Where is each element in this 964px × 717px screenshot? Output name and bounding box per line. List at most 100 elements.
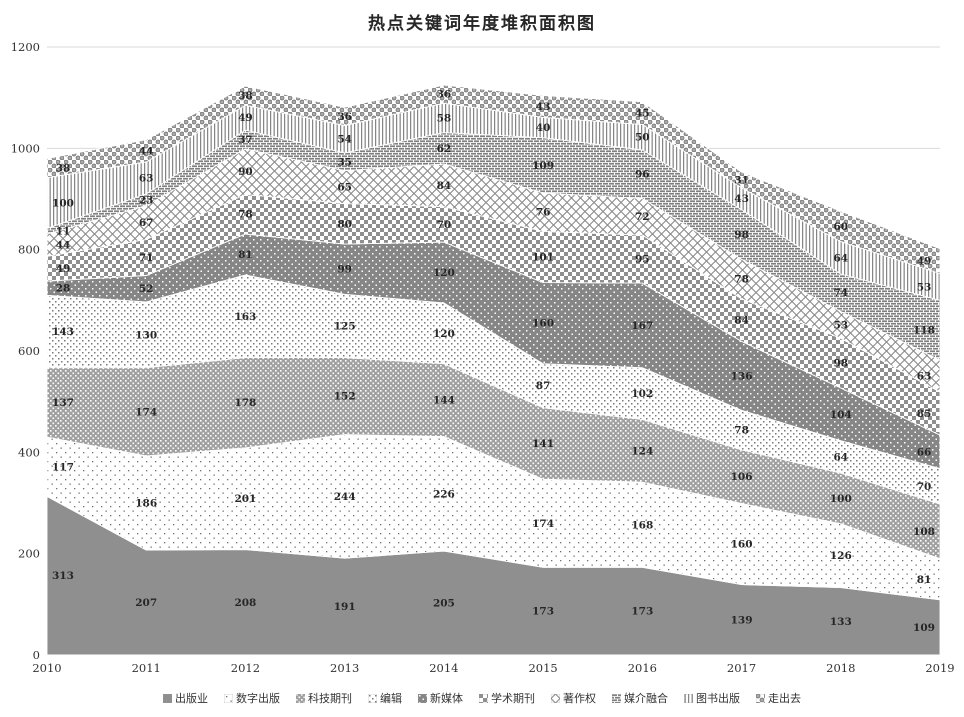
value-labels: 313 207 208 191 205 173 173 139 133 109 117 186 201 2… bbox=[52, 89, 935, 634]
value-label: 66 bbox=[917, 446, 932, 458]
value-label: 109 bbox=[913, 622, 935, 634]
value-label: 44 bbox=[139, 145, 154, 157]
value-label: 313 bbox=[52, 570, 74, 582]
legend-item-7: 媒介融合 bbox=[612, 690, 668, 706]
value-label: 49 bbox=[238, 112, 253, 124]
legend-swatch-icon bbox=[684, 693, 693, 703]
value-label: 28 bbox=[56, 283, 71, 295]
value-label: 64 bbox=[833, 252, 848, 264]
y-axis-tick-label: 200 bbox=[18, 547, 40, 561]
value-label: 67 bbox=[139, 217, 154, 229]
x-axis-tick-label: 2014 bbox=[429, 661, 458, 675]
value-label: 80 bbox=[337, 218, 352, 230]
legend-label: 编辑 bbox=[380, 692, 402, 705]
value-label: 244 bbox=[334, 491, 356, 503]
value-label: 133 bbox=[830, 616, 852, 628]
value-label: 100 bbox=[52, 198, 74, 210]
value-label: 100 bbox=[830, 493, 852, 505]
value-label: 43 bbox=[536, 101, 551, 113]
value-label: 78 bbox=[734, 274, 749, 286]
value-label: 109 bbox=[532, 160, 554, 172]
value-label: 85 bbox=[917, 408, 932, 420]
value-label: 124 bbox=[631, 445, 653, 457]
value-label: 63 bbox=[917, 371, 932, 383]
value-label: 70 bbox=[917, 481, 932, 493]
legend-swatch-icon bbox=[296, 693, 305, 703]
value-label: 62 bbox=[437, 143, 452, 155]
value-label: 208 bbox=[234, 597, 256, 609]
value-label: 54 bbox=[337, 134, 352, 146]
value-label: 58 bbox=[437, 112, 452, 124]
value-label: 108 bbox=[913, 526, 935, 538]
value-label: 201 bbox=[234, 493, 256, 505]
value-label: 72 bbox=[635, 211, 650, 223]
legend-item-0: 出版业 bbox=[163, 690, 208, 706]
value-label: 98 bbox=[833, 358, 848, 370]
value-label: 81 bbox=[917, 574, 932, 586]
value-label: 143 bbox=[52, 326, 74, 338]
value-label: 226 bbox=[433, 488, 455, 500]
legend-item-1: 数字出版 bbox=[224, 690, 280, 706]
legend-item-3: 编辑 bbox=[368, 690, 402, 706]
value-label: 38 bbox=[56, 163, 71, 175]
value-label: 74 bbox=[833, 287, 848, 299]
value-label: 96 bbox=[635, 169, 650, 181]
legend-item-5: 学术期刊 bbox=[479, 690, 535, 706]
value-label: 63 bbox=[139, 173, 154, 185]
value-label: 160 bbox=[532, 318, 554, 330]
legend-label: 新媒体 bbox=[430, 692, 463, 705]
value-label: 84 bbox=[437, 180, 452, 192]
legend-label: 走出去 bbox=[768, 692, 801, 705]
value-label: 120 bbox=[433, 267, 455, 279]
value-label: 65 bbox=[337, 182, 352, 194]
x-axis-tick-label: 2013 bbox=[330, 661, 359, 675]
series-area-9 bbox=[46, 84, 941, 275]
legend-label: 数字出版 bbox=[236, 692, 280, 705]
value-label: 81 bbox=[238, 249, 253, 261]
chart-title: 热点关键词年度堆积面积图 bbox=[368, 14, 596, 34]
value-label: 168 bbox=[631, 519, 653, 531]
legend-item-4: 新媒体 bbox=[418, 690, 463, 706]
axes: 0 200 400 600 800 1000 1200 2010 2011 2012 2013 201… bbox=[11, 40, 955, 675]
value-label: 90 bbox=[238, 166, 253, 178]
value-label: 137 bbox=[52, 397, 74, 409]
legend-label: 科技期刊 bbox=[308, 692, 352, 705]
value-label: 78 bbox=[238, 209, 253, 221]
value-label: 53 bbox=[833, 319, 848, 331]
value-label: 139 bbox=[731, 614, 753, 626]
value-label: 178 bbox=[234, 397, 256, 409]
value-label: 136 bbox=[731, 370, 753, 382]
value-label: 101 bbox=[532, 252, 554, 264]
value-label: 37 bbox=[238, 134, 253, 146]
value-label: 11 bbox=[56, 226, 71, 238]
value-label: 52 bbox=[139, 283, 154, 295]
x-axis-tick-label: 2015 bbox=[528, 661, 557, 675]
value-label: 125 bbox=[334, 320, 356, 332]
value-label: 174 bbox=[532, 518, 554, 530]
legend-item-2: 科技期刊 bbox=[296, 690, 352, 706]
value-label: 84 bbox=[734, 315, 749, 327]
legend-swatch-icon bbox=[612, 693, 621, 703]
value-label: 174 bbox=[135, 406, 157, 418]
value-label: 98 bbox=[734, 229, 749, 241]
chart-legend: 出版业 数字出版 科技期刊 编辑 新媒体 学术期刊 著作权 媒介融合 图书出版 走出去 bbox=[0, 690, 964, 706]
value-label: 71 bbox=[139, 252, 154, 264]
value-label: 117 bbox=[52, 461, 74, 473]
value-label: 49 bbox=[917, 256, 932, 268]
legend-item-8: 图书出版 bbox=[684, 690, 740, 706]
value-label: 126 bbox=[830, 550, 852, 562]
value-label: 104 bbox=[830, 409, 852, 421]
value-label: 141 bbox=[532, 438, 554, 450]
x-axis-tick-label: 2017 bbox=[727, 661, 756, 675]
legend-swatch-icon bbox=[756, 693, 765, 703]
y-axis-tick-label: 1200 bbox=[11, 40, 40, 54]
value-label: 207 bbox=[135, 597, 157, 609]
x-axis-tick-label: 2018 bbox=[826, 661, 855, 675]
value-label: 53 bbox=[917, 281, 932, 293]
value-label: 167 bbox=[631, 320, 653, 332]
legend-label: 出版业 bbox=[175, 692, 208, 705]
value-label: 186 bbox=[135, 498, 157, 510]
legend-label: 学术期刊 bbox=[491, 692, 535, 705]
value-label: 40 bbox=[536, 122, 551, 134]
